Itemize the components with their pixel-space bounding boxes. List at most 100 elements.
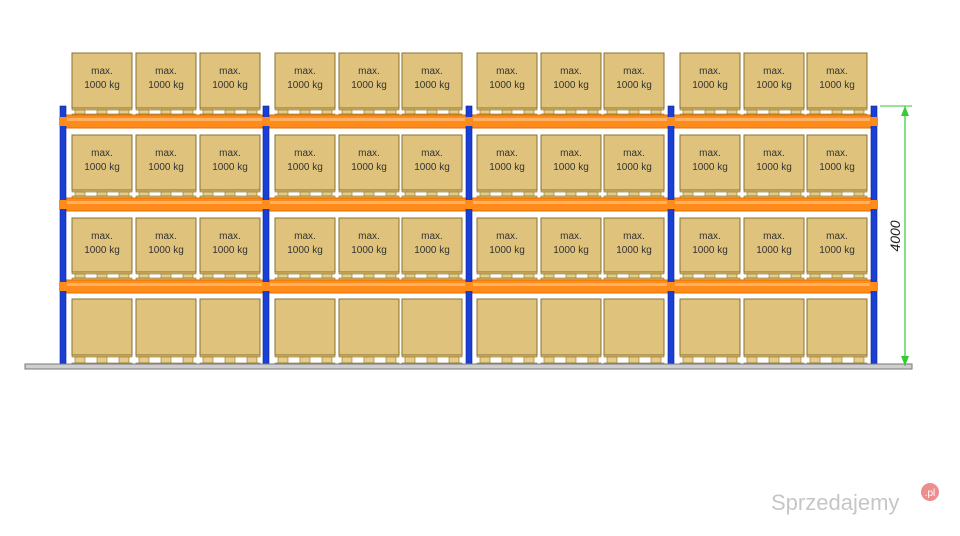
pallet-block [74, 191, 86, 197]
pallet-block [565, 273, 577, 279]
pallet-block [587, 356, 599, 364]
pallet-block [277, 191, 289, 197]
box-label-line2: 1000 kg [819, 245, 855, 256]
box-label-line1: max. [219, 66, 241, 77]
beam-connector [465, 200, 473, 209]
box [199, 134, 261, 191]
pallet-block [118, 191, 130, 197]
box-label-line2: 1000 kg [414, 245, 450, 256]
box [603, 298, 665, 356]
pallet-block [74, 273, 86, 279]
pallet-block [385, 356, 397, 364]
pallet-block [202, 273, 214, 279]
pallet-block [809, 191, 821, 197]
pallet-block [853, 191, 865, 197]
box-label-line1: max. [699, 231, 721, 242]
pallet-block [790, 356, 802, 364]
pallet-block [321, 273, 333, 279]
box-label-line1: max. [560, 148, 582, 159]
pallet-block [746, 356, 758, 364]
beam-connector [59, 282, 67, 291]
box-label-line2: 1000 kg [287, 162, 323, 173]
box [743, 298, 805, 356]
watermark-tld: .pl [925, 488, 936, 499]
pallet-block [543, 191, 555, 197]
pallet-block [138, 356, 150, 364]
pallet-block [501, 273, 513, 279]
box [679, 134, 741, 191]
box [540, 134, 602, 191]
box-label-line1: max. [294, 148, 316, 159]
box-label-line2: 1000 kg [414, 162, 450, 173]
box [135, 298, 197, 356]
pallet-block [726, 191, 738, 197]
pallet-block [587, 191, 599, 197]
pallet-deck [71, 189, 133, 193]
pallet-block [404, 273, 416, 279]
pallet-block [363, 191, 375, 197]
box-label-line2: 1000 kg [351, 80, 387, 91]
box-label-line1: max. [496, 66, 518, 77]
box-label-line2: 1000 kg [692, 245, 728, 256]
pallet-block [341, 109, 353, 115]
upright [667, 105, 675, 367]
pallet-block [650, 273, 662, 279]
pallet-block [606, 356, 618, 364]
box [274, 52, 336, 109]
beam-connector [667, 117, 675, 126]
box [135, 134, 197, 191]
box [806, 134, 868, 191]
upright [870, 105, 878, 367]
pallet-block [543, 109, 555, 115]
ground [24, 363, 913, 370]
pallet-block [385, 109, 397, 115]
beam-connector [59, 117, 67, 126]
pallet-block [363, 273, 375, 279]
box [199, 298, 261, 356]
box-label-line2: 1000 kg [148, 80, 184, 91]
pallet-block [385, 273, 397, 279]
pallet-block [138, 273, 150, 279]
beam-connector [870, 117, 878, 126]
beam-connector [667, 282, 675, 291]
box-label-line1: max. [155, 231, 177, 242]
pallet-block [831, 191, 843, 197]
pallet-block [138, 191, 150, 197]
pallet-block [160, 109, 172, 115]
pallet-block [182, 356, 194, 364]
pallet-block [321, 191, 333, 197]
pallet-block [853, 356, 865, 364]
beam-connector [465, 282, 473, 291]
pallet-block [160, 356, 172, 364]
pallet-block [246, 191, 258, 197]
pallet-deck [806, 107, 868, 111]
box-label-line2: 1000 kg [212, 162, 248, 173]
height-dimension: 4000 [880, 105, 912, 366]
pallet-block [523, 109, 535, 115]
pallet-block [768, 109, 780, 115]
pallet-block [321, 356, 333, 364]
pallet-deck [806, 189, 868, 193]
pallet-block [426, 109, 438, 115]
pallet-block [606, 273, 618, 279]
watermark-badge [921, 483, 939, 501]
box [679, 217, 741, 273]
box-label-line1: max. [623, 148, 645, 159]
box-label-line2: 1000 kg [414, 80, 450, 91]
box-label-line1: max. [358, 231, 380, 242]
pallet-deck [401, 107, 463, 111]
box [401, 52, 463, 109]
pallet-deck [401, 189, 463, 193]
upright [465, 105, 473, 367]
box [199, 217, 261, 273]
box-label-line1: max. [91, 148, 113, 159]
box-label-line1: max. [358, 66, 380, 77]
pallet-block [160, 191, 172, 197]
pallet-block [650, 109, 662, 115]
pallet-block [341, 273, 353, 279]
pallet-block [182, 109, 194, 115]
box-label-line2: 1000 kg [84, 245, 120, 256]
box-label-line2: 1000 kg [756, 245, 792, 256]
pallet-deck [540, 189, 602, 193]
box-label-line2: 1000 kg [553, 245, 589, 256]
